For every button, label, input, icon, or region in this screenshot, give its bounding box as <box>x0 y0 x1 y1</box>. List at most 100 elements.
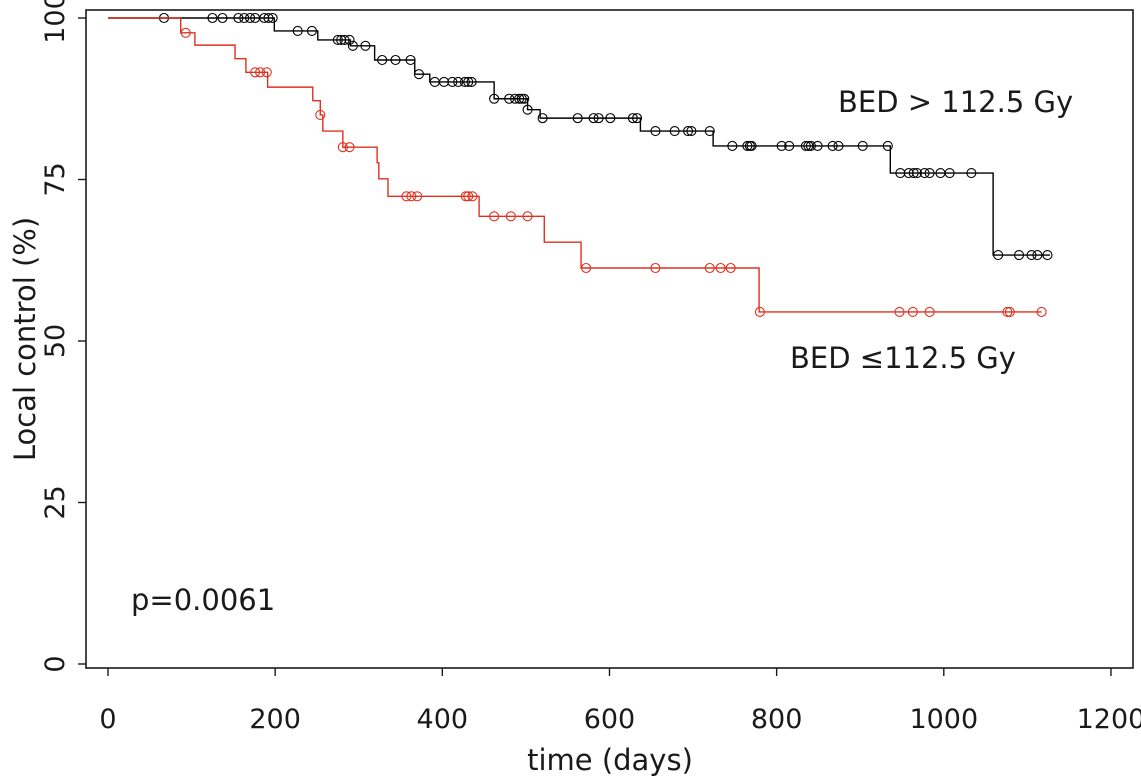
censor-mark <box>401 191 412 202</box>
x-axis-title: time (days) <box>527 743 693 777</box>
censor-mark <box>725 262 736 274</box>
censor-mark <box>727 140 738 151</box>
censor-mark <box>233 12 244 24</box>
censor-mark <box>467 191 478 202</box>
censor-mark <box>588 113 599 124</box>
censor-mark <box>413 69 424 80</box>
x-tick-label: 800 <box>751 704 803 735</box>
censor-mark <box>704 126 715 137</box>
censor-mark <box>919 167 930 179</box>
censor-mark <box>742 140 753 151</box>
survival-curve <box>108 17 1050 256</box>
censor-mark <box>593 113 604 124</box>
censor-mark <box>489 93 500 104</box>
censor-mark <box>924 167 935 179</box>
censor-mark <box>315 109 326 120</box>
censor-mark <box>827 140 838 151</box>
censor-mark <box>516 93 527 104</box>
x-tick-label: 200 <box>249 704 301 735</box>
censor-mark <box>390 54 401 66</box>
censor-mark <box>912 167 923 179</box>
censor-mark <box>572 113 583 124</box>
censor-mark <box>833 140 844 151</box>
censor-mark <box>857 140 868 151</box>
censor-mark <box>505 211 516 222</box>
censor-mark <box>627 113 638 124</box>
censor-mark <box>908 167 919 179</box>
censor-mark <box>347 40 358 51</box>
censor-mark <box>632 113 643 124</box>
series-bed-low <box>108 17 1047 317</box>
censor-mark <box>1026 250 1037 261</box>
censor-mark <box>522 104 533 115</box>
censor-mark <box>332 34 343 46</box>
x-tick-label: 400 <box>417 704 469 735</box>
censor-mark <box>894 306 905 317</box>
censor-mark <box>1042 250 1053 261</box>
censor-mark <box>800 140 811 151</box>
censor-mark <box>754 306 765 317</box>
y-tick-label: 0 <box>40 655 71 672</box>
p-value-label: p=0.0061 <box>131 583 275 617</box>
y-tick-label: 100 <box>40 0 71 44</box>
censor-mark <box>453 76 464 88</box>
censor-mark <box>903 167 914 179</box>
censor-mark <box>459 76 470 88</box>
censor-mark <box>447 76 458 88</box>
censor-mark <box>812 140 823 151</box>
x-tick-label: 600 <box>584 704 636 735</box>
censor-mark <box>267 12 278 24</box>
censor-mark <box>463 191 474 202</box>
censor-mark <box>1004 306 1015 317</box>
censor-mark <box>207 12 218 24</box>
censor-mark <box>336 34 347 46</box>
censor-mark <box>682 126 694 137</box>
censor-mark <box>504 93 515 104</box>
censor-mark <box>180 27 191 38</box>
x-tick-label: 1200 <box>1077 704 1141 735</box>
series-bed-high <box>108 12 1053 261</box>
censor-mark <box>907 306 918 317</box>
censor-mark <box>463 76 474 88</box>
censor-mark <box>895 167 906 179</box>
censor-mark <box>344 34 355 46</box>
censor-mark <box>239 12 250 24</box>
censor-mark <box>360 40 371 51</box>
censor-mark <box>339 34 350 46</box>
censor-mark <box>522 211 533 222</box>
censor-mark <box>686 126 697 137</box>
censor-mark <box>344 142 355 153</box>
censor-mark <box>805 140 816 151</box>
censor-mark <box>466 76 477 88</box>
censor-mark <box>217 12 228 24</box>
y-tick-label: 50 <box>40 324 71 358</box>
censor-mark <box>966 167 977 179</box>
censor-mark <box>1036 306 1047 317</box>
censor-mark <box>514 93 525 104</box>
censor-mark <box>581 262 592 274</box>
survival-curve <box>108 17 1042 313</box>
censor-mark <box>746 140 757 151</box>
y-axis: 0 25 50 75 100 <box>40 0 86 673</box>
y-tick-label: 75 <box>40 162 71 196</box>
censor-mark <box>776 140 787 151</box>
x-tick-label: 0 <box>99 704 116 735</box>
censor-mark <box>669 126 680 137</box>
label-bed-low: BED ≤112.5 Gy <box>790 341 1016 375</box>
censor-mark <box>261 67 272 78</box>
censor-mark <box>460 191 471 202</box>
label-bed-high: BED > 112.5 Gy <box>838 85 1073 119</box>
x-tick-label: 1000 <box>909 704 978 735</box>
censor-mark <box>1032 250 1043 261</box>
censor-mark <box>250 67 261 78</box>
censor-mark <box>255 67 266 78</box>
censor-mark <box>944 167 955 179</box>
censor-mark <box>650 126 661 137</box>
censor-mark <box>263 12 274 24</box>
censor-mark <box>882 140 893 151</box>
y-tick-label: 25 <box>40 485 71 519</box>
censor-mark <box>605 113 616 124</box>
y-axis-title: Local control (%) <box>8 217 42 461</box>
censor-mark <box>259 12 270 24</box>
